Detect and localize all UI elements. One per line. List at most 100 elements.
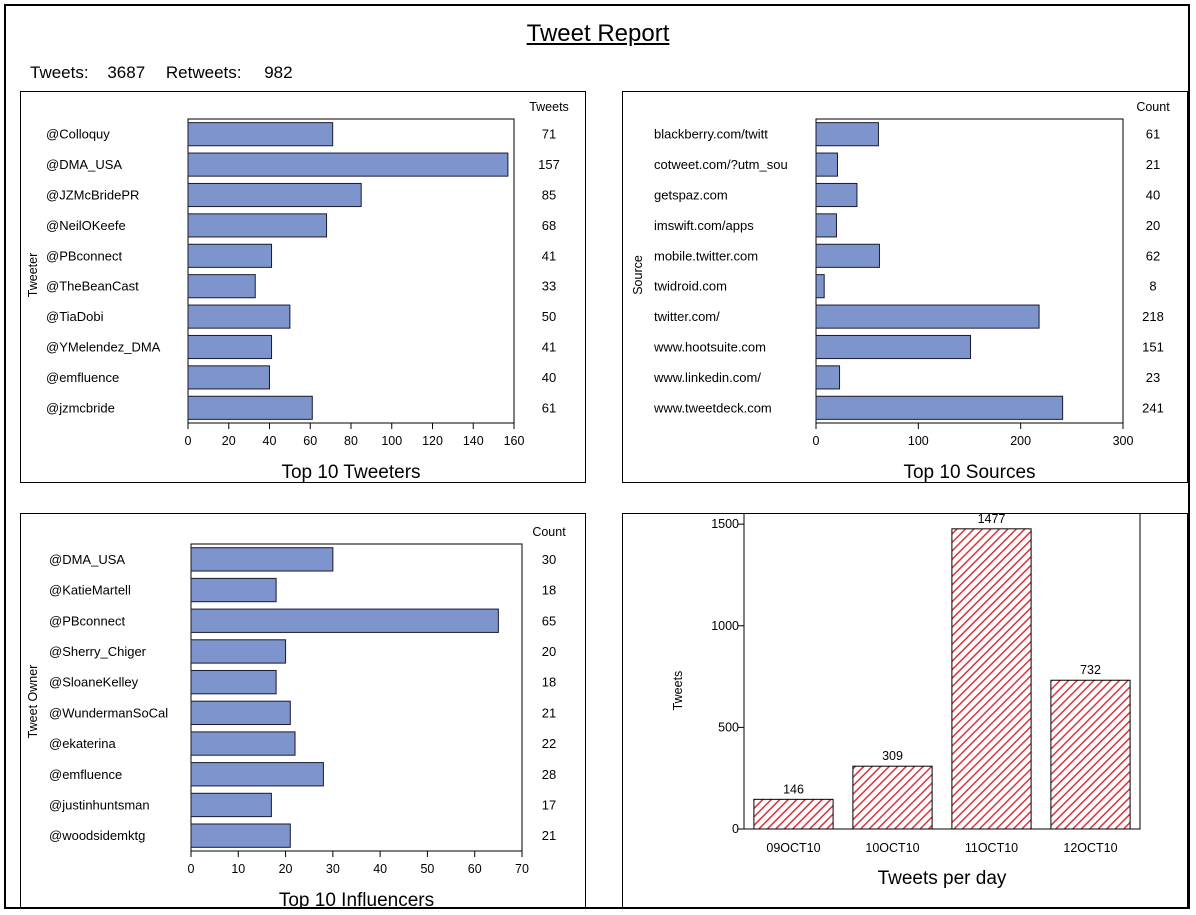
- data-label: 1477: [978, 514, 1006, 526]
- y-tick-label: 1500: [711, 517, 739, 531]
- data-label: 41: [542, 340, 556, 355]
- y-axis-label: Tweet Owner: [26, 665, 40, 739]
- bar: [190, 608, 499, 633]
- x-tick-label: 09OCT10: [766, 841, 820, 855]
- bar: [187, 304, 291, 329]
- category-label: twidroid.com: [654, 279, 727, 294]
- data-label: 18: [542, 583, 556, 598]
- bar: [187, 365, 270, 390]
- plot-area: [815, 118, 1124, 424]
- x-tick-label: 200: [1010, 434, 1031, 448]
- chart-title: Top 10 Tweeters: [281, 462, 420, 483]
- x-tick-label: 70: [515, 862, 529, 876]
- bar: [190, 762, 324, 787]
- top-tweeters-panel: Tweets Tweeter @Colloquy 71 @DMA_USA 157 @JZMc…: [20, 91, 586, 483]
- x-tick-label: 120: [422, 434, 443, 448]
- x-tick-label: 20: [222, 434, 236, 448]
- data-label: 157: [538, 157, 560, 172]
- data-label: 28: [542, 767, 556, 782]
- chart-title: Top 10 Influencers: [279, 890, 434, 909]
- category-label: @JZMcBridePR: [46, 188, 139, 203]
- bar: [815, 122, 879, 147]
- data-label: 41: [542, 248, 556, 263]
- top-influencers-chart: Count Tweet Owner @DMA_USA 30 @KatieMartell 1…: [26, 525, 566, 909]
- bar: [1050, 679, 1131, 830]
- top-sources-panel: Count Source blackberry.com/twitt 61 cotweet…: [622, 91, 1188, 483]
- bar: [187, 243, 273, 268]
- data-label: 68: [542, 218, 556, 233]
- data-label: 61: [542, 400, 556, 415]
- category-label: @YMelendez_DMA: [46, 340, 161, 355]
- category-label: @PBconnect: [46, 248, 122, 263]
- data-label: 732: [1080, 663, 1101, 677]
- bar: [190, 577, 277, 603]
- data-label: 61: [1146, 127, 1160, 142]
- report-title: Tweet Report: [526, 20, 670, 47]
- x-tick-label: 60: [468, 862, 482, 876]
- retweets-value: 982: [264, 63, 293, 82]
- tweets-value: 3687: [107, 63, 146, 82]
- bar: [815, 152, 838, 177]
- value-header: Count: [1136, 100, 1170, 114]
- x-tick-label: 40: [373, 862, 387, 876]
- category-label: www.hootsuite.com: [653, 340, 766, 355]
- bar: [815, 365, 841, 390]
- data-label: 218: [1142, 309, 1164, 324]
- bar: [815, 304, 1040, 329]
- bar: [190, 700, 291, 726]
- data-label: 71: [542, 127, 556, 142]
- bar: [187, 213, 328, 238]
- data-label: 21: [542, 828, 556, 843]
- y-axis-label: Source: [631, 255, 645, 295]
- category-label: blackberry.com/twitt: [654, 127, 768, 142]
- bar: [190, 823, 291, 848]
- bar: [815, 182, 858, 208]
- top-influencers-panel: Count Tweet Owner @DMA_USA 30 @KatieMartell 1…: [20, 513, 586, 909]
- chart-title: Top 10 Sources: [903, 462, 1035, 483]
- x-tick-label: 10OCT10: [865, 841, 919, 855]
- top-tweeters-chart: Tweets Tweeter @Colloquy 71 @DMA_USA 157 @JZMc…: [26, 100, 569, 483]
- x-tick-label: 160: [504, 434, 525, 448]
- bar: [753, 798, 834, 830]
- bar: [190, 639, 287, 664]
- category-label: @TiaDobi: [46, 309, 104, 324]
- bar: [190, 792, 272, 818]
- data-label: 21: [542, 705, 556, 720]
- data-label: 8: [1149, 279, 1156, 294]
- category-label: @woodsidemktg: [49, 828, 145, 843]
- x-tick-label: 40: [263, 434, 277, 448]
- category-label: @ekaterina: [49, 736, 116, 751]
- bar: [815, 334, 972, 360]
- bar: [187, 182, 362, 208]
- bar: [187, 152, 509, 177]
- bar: [815, 395, 1064, 420]
- x-tick-label: 0: [185, 434, 192, 448]
- data-label: 21: [1146, 157, 1160, 172]
- bar: [187, 395, 313, 420]
- x-tick-label: 300: [1113, 434, 1134, 448]
- data-label: 62: [1146, 248, 1160, 263]
- x-tick-label: 80: [344, 434, 358, 448]
- data-label: 146: [783, 782, 804, 796]
- x-tick-label: 30: [326, 862, 340, 876]
- x-tick-label: 10: [231, 862, 245, 876]
- category-label: @TheBeanCast: [46, 279, 139, 294]
- data-label: 20: [1146, 218, 1160, 233]
- x-tick-label: 100: [381, 434, 402, 448]
- bar: [815, 274, 825, 299]
- data-label: 40: [542, 370, 556, 385]
- chart-title: Tweets per day: [878, 868, 1007, 889]
- tweets-per-day-panel: 0 500 1000 1500 Tweets 146 09OCT10 309 10OCT10 14…: [622, 513, 1188, 908]
- category-label: @Colloquy: [46, 127, 110, 142]
- data-label: 33: [542, 279, 556, 294]
- bar: [187, 274, 256, 299]
- y-axis-label: Tweeter: [26, 253, 40, 297]
- data-label: 18: [542, 675, 556, 690]
- plot-area: [190, 543, 523, 852]
- category-label: @justinhuntsman: [49, 797, 150, 812]
- data-label: 20: [542, 644, 556, 659]
- x-tick-label: 100: [908, 434, 929, 448]
- data-label: 85: [542, 188, 556, 203]
- category-label: @emfluence: [46, 370, 119, 385]
- data-label: 40: [1146, 188, 1160, 203]
